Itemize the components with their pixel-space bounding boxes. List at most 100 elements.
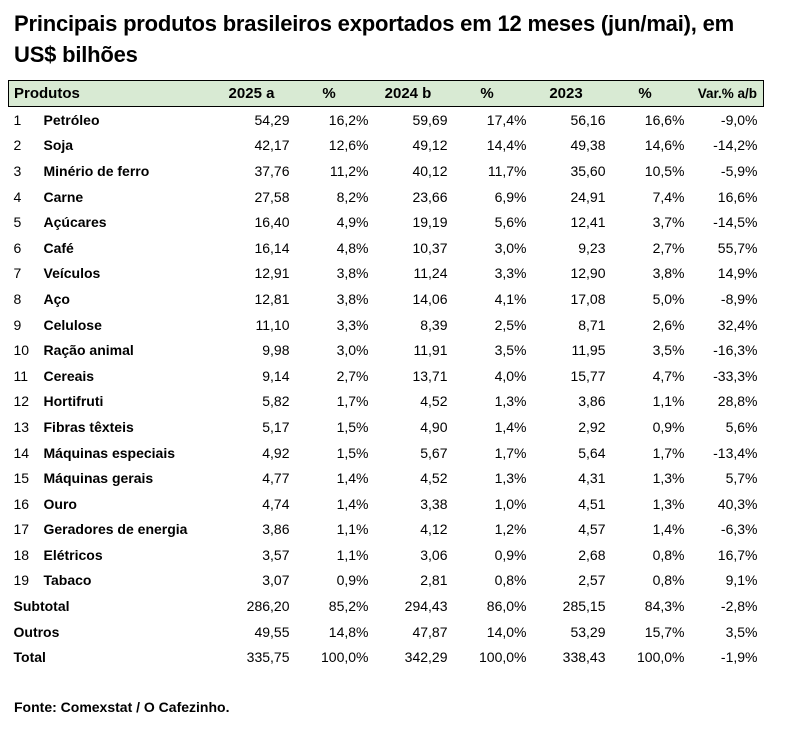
value-2024-cell: 10,37 bbox=[412, 239, 448, 256]
value-2025-cell: 286,20 bbox=[246, 598, 290, 615]
value-2023-cell: 15,77 bbox=[570, 367, 606, 384]
var-pct-cell: 55,7% bbox=[717, 239, 758, 256]
header-2025: 2025 a bbox=[213, 80, 290, 107]
pct-2024-cell: 5,6% bbox=[494, 214, 527, 231]
table-row: 16 Ouro 4,74 1,4% 3,38 1,0% 4,51 1,3% 40,3% bbox=[9, 491, 764, 517]
pct-2023-cell: 3,7% bbox=[652, 214, 685, 231]
pct-2023-cell: 7,4% bbox=[652, 188, 685, 205]
row-number-cell: 3 bbox=[13, 162, 22, 179]
pct-2024-cell: 11,7% bbox=[487, 162, 527, 179]
var-pct-cell: -14,2% bbox=[713, 137, 758, 154]
pct-2024-cell: 0,8% bbox=[494, 572, 527, 589]
header-pct-2025: % bbox=[289, 80, 369, 107]
pct-2023-cell: 0,8% bbox=[652, 572, 685, 589]
pct-2023-cell: 1,3% bbox=[652, 470, 685, 487]
pct-2025-cell: 8,2% bbox=[336, 188, 369, 205]
value-2024-cell: 8,39 bbox=[420, 316, 448, 333]
var-pct-cell: 32,4% bbox=[717, 316, 758, 333]
pct-2023-cell: 3,5% bbox=[652, 342, 685, 359]
pct-2025-cell: 11,2% bbox=[329, 162, 369, 179]
row-number-cell: 8 bbox=[13, 290, 22, 307]
value-2024-cell: 4,52 bbox=[420, 470, 448, 487]
value-2024-cell: 4,90 bbox=[420, 418, 448, 435]
value-2024-cell: 3,38 bbox=[420, 495, 448, 512]
header-2023: 2023 bbox=[526, 80, 606, 107]
row-number-cell: 6 bbox=[13, 239, 22, 256]
var-pct-cell: 14,9% bbox=[717, 265, 758, 282]
pct-2025-cell: 1,4% bbox=[336, 470, 369, 487]
summary-label: Outros bbox=[13, 623, 60, 640]
value-2024-cell: 11,24 bbox=[413, 265, 448, 282]
pct-2025-cell: 4,9% bbox=[336, 214, 369, 231]
row-number-cell: 10 bbox=[13, 342, 30, 359]
pct-2024-cell: 1,3% bbox=[494, 470, 527, 487]
table-row: 9 Celulose 11,10 3,3% 8,39 2,5% 8,71 2,6% 32,4% bbox=[9, 312, 764, 338]
row-number-cell: 13 bbox=[13, 418, 30, 435]
value-2024-cell: 47,87 bbox=[412, 623, 448, 640]
row-number-cell: 14 bbox=[13, 444, 30, 461]
product-name-cell: Cereais bbox=[43, 367, 95, 384]
pct-2023-cell: 0,9% bbox=[652, 418, 685, 435]
value-2025-cell: 37,76 bbox=[254, 162, 290, 179]
var-pct-cell: -1,9% bbox=[720, 649, 758, 666]
header-pct-2023: % bbox=[605, 80, 685, 107]
pct-2024-cell: 3,5% bbox=[494, 342, 527, 359]
value-2025-cell: 12,81 bbox=[254, 290, 290, 307]
pct-2025-cell: 1,4% bbox=[336, 495, 369, 512]
pct-2025-cell: 1,1% bbox=[336, 521, 369, 538]
table-row: 10 Ração animal 9,98 3,0% 11,91 3,5% 11,95 3,5%… bbox=[9, 337, 764, 363]
exports-table: Produtos 2025 a % 2024 b % 2023 % Var.% … bbox=[8, 80, 764, 670]
table-header-row: Produtos 2025 a % 2024 b % 2023 % Var.% … bbox=[8, 80, 764, 107]
summary-row: Total 335,75 100,0% 342,29 100,0% 338,43 100,0… bbox=[9, 644, 764, 670]
table-row: 8 Aço 12,81 3,8% 14,06 4,1% 17,08 5,0% -8,9% bbox=[9, 286, 764, 312]
product-name-cell: Celulose bbox=[43, 316, 102, 333]
row-number-cell: 12 bbox=[13, 393, 30, 410]
pct-2024-cell: 4,1% bbox=[494, 290, 527, 307]
var-pct-cell: -9,0% bbox=[720, 111, 758, 128]
product-name-cell: Tabaco bbox=[43, 572, 92, 589]
value-2025-cell: 9,98 bbox=[262, 342, 290, 359]
page-title: Principais produtos brasileiros exportad… bbox=[14, 11, 734, 67]
table-row: 7 Veículos 12,91 3,8% 11,24 3,3% 12,90 3,8% 14,9… bbox=[9, 261, 764, 287]
pct-2023-cell: 1,4% bbox=[652, 521, 685, 538]
value-2025-cell: 9,14 bbox=[262, 367, 290, 384]
pct-2024-cell: 17,4% bbox=[486, 111, 527, 128]
row-number-cell: 18 bbox=[13, 546, 30, 563]
product-name-cell: Café bbox=[43, 239, 74, 256]
value-2025-cell: 335,75 bbox=[246, 649, 290, 666]
table-row: 2 Soja 42,17 12,6% 49,12 14,4% 49,38 14,6% -14,2… bbox=[9, 133, 764, 159]
value-2025-cell: 4,74 bbox=[262, 495, 290, 512]
value-2023-cell: 2,92 bbox=[578, 418, 606, 435]
table-row: 1 Petróleo 54,29 16,2% 59,69 17,4% 56,16 16,6% -… bbox=[9, 107, 764, 133]
pct-2023-cell: 14,6% bbox=[644, 137, 685, 154]
product-name-cell: Aço bbox=[43, 290, 70, 307]
pct-2023-cell: 100,0% bbox=[637, 649, 685, 666]
value-2023-cell: 285,15 bbox=[562, 598, 606, 615]
var-pct-cell: -13,4% bbox=[713, 444, 758, 461]
pct-2025-cell: 100,0% bbox=[321, 649, 369, 666]
summary-row: Subtotal 286,20 85,2% 294,43 86,0% 285,15 84,3… bbox=[9, 593, 764, 619]
var-pct-cell: -8,9% bbox=[720, 290, 758, 307]
row-number-cell: 16 bbox=[13, 495, 30, 512]
table-row: 12 Hortifruti 5,82 1,7% 4,52 1,3% 3,86 1,1% 28,8… bbox=[9, 389, 764, 415]
pct-2024-cell: 14,0% bbox=[486, 623, 527, 640]
pct-2024-cell: 4,0% bbox=[494, 367, 527, 384]
value-2023-cell: 8,71 bbox=[578, 316, 606, 333]
var-pct-cell: 9,1% bbox=[725, 572, 758, 589]
value-2025-cell: 12,91 bbox=[254, 265, 290, 282]
pct-2025-cell: 12,6% bbox=[328, 137, 369, 154]
product-name-cell: Fibras têxteis bbox=[43, 418, 134, 435]
pct-2024-cell: 0,9% bbox=[494, 546, 527, 563]
value-2024-cell: 342,29 bbox=[404, 649, 448, 666]
value-2023-cell: 5,64 bbox=[578, 444, 606, 461]
row-number-cell: 2 bbox=[13, 137, 22, 154]
value-2024-cell: 40,12 bbox=[412, 162, 448, 179]
header-var: Var.% a/b bbox=[684, 80, 764, 107]
pct-2025-cell: 1,7% bbox=[336, 393, 369, 410]
row-number-cell: 7 bbox=[13, 265, 22, 282]
summary-label: Total bbox=[13, 649, 46, 666]
pct-2024-cell: 1,7% bbox=[494, 444, 527, 461]
var-pct-cell: -6,3% bbox=[720, 521, 758, 538]
value-2025-cell: 16,14 bbox=[254, 239, 290, 256]
pct-2023-cell: 4,7% bbox=[652, 367, 685, 384]
